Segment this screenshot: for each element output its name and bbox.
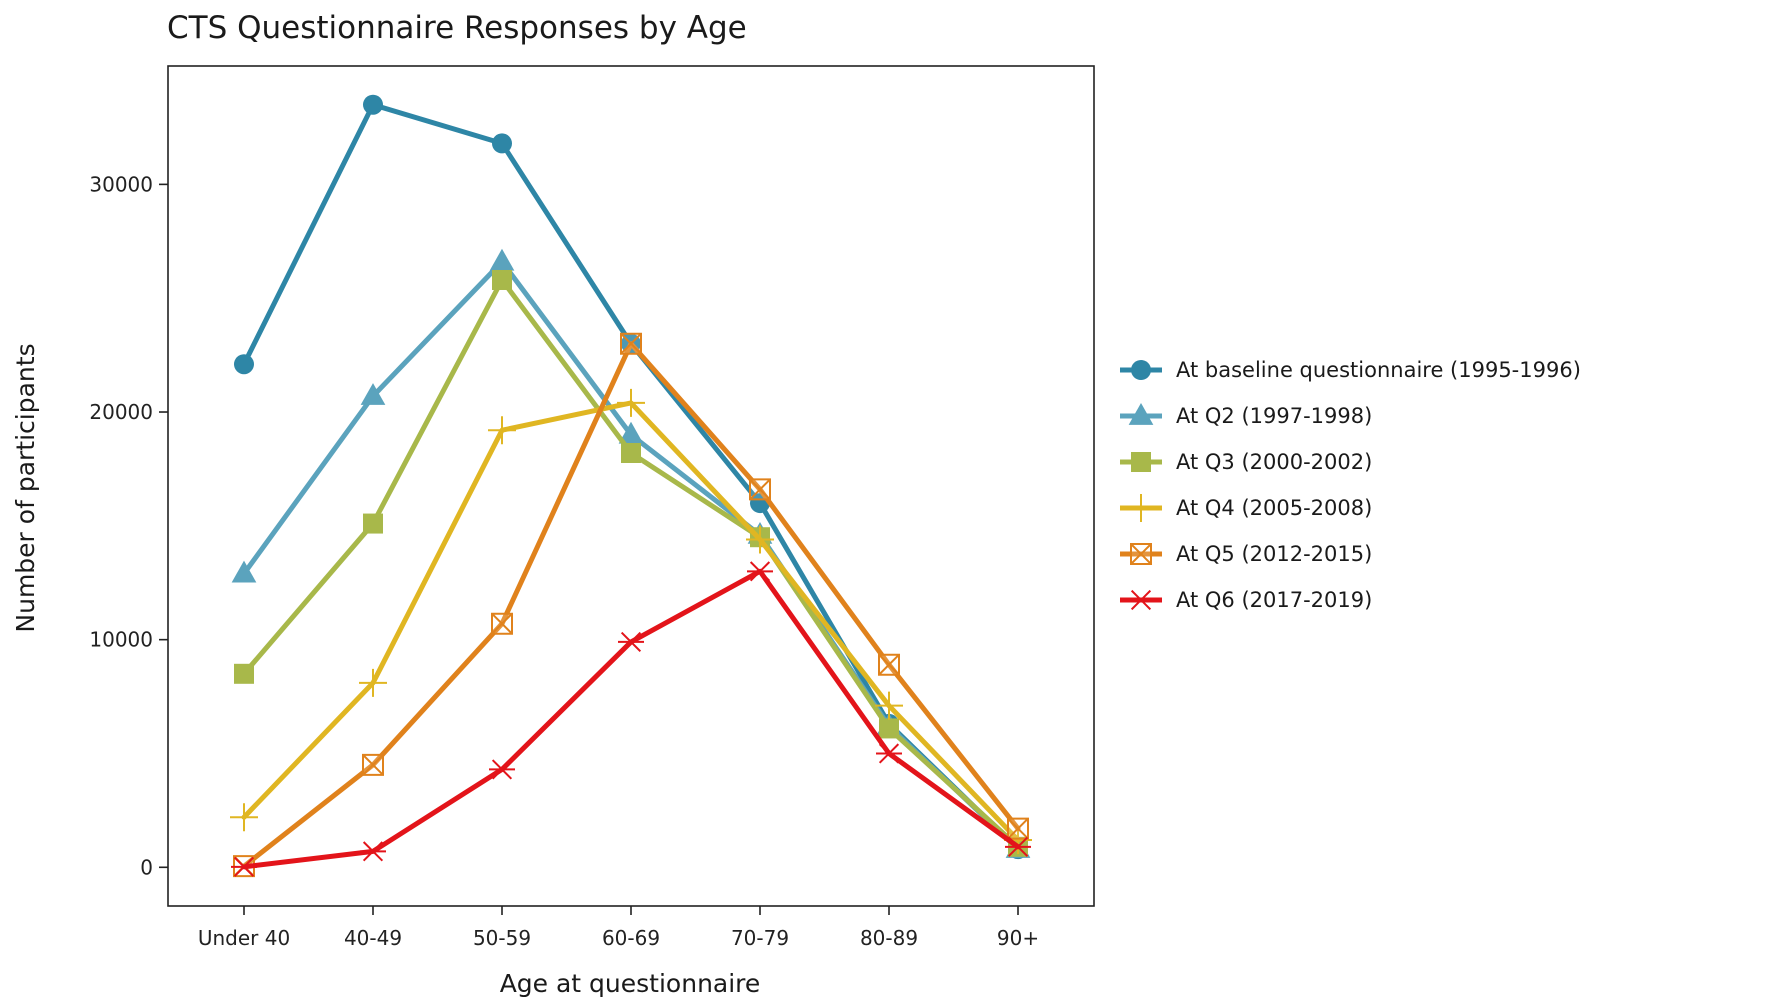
chart-title: CTS Questionnaire Responses by Age (167, 10, 747, 46)
series-5 (233, 332, 1029, 878)
legend-swatch-marker (1131, 452, 1151, 472)
data-point (875, 691, 903, 720)
data-point (492, 133, 512, 154)
x-tick-label: 60-69 (602, 926, 660, 950)
data-point (617, 388, 645, 417)
data-point (363, 94, 383, 115)
data-point (749, 478, 771, 501)
data-point (231, 560, 257, 583)
x-tick-label: Under 40 (198, 926, 290, 950)
y-tick-label: 30000 (89, 172, 153, 196)
x-tick-label: 40-49 (344, 926, 402, 950)
x-tick-label: 50-59 (473, 926, 531, 950)
series-6 (231, 561, 1031, 877)
legend-swatch-marker (1127, 494, 1155, 522)
y-tick-label: 20000 (89, 400, 153, 424)
x-axis-title: Age at questionnaire (500, 969, 761, 998)
data-point (876, 743, 902, 764)
data-point (620, 332, 642, 355)
data-point (359, 668, 387, 697)
data-point (878, 653, 900, 676)
data-point (1005, 836, 1031, 857)
x-tick-label: 80-89 (860, 926, 918, 950)
data-point (1007, 817, 1029, 840)
data-point (489, 759, 515, 780)
y-axis-title: Number of participants (11, 343, 40, 632)
x-axis: Under 40 40-49 50-59 60-69 70-79 80-89 90+ (198, 906, 1039, 950)
data-point (621, 442, 641, 463)
data-point (363, 513, 383, 534)
y-tick-label: 0 (140, 855, 153, 879)
data-point (360, 841, 386, 862)
y-axis: 0 10000 20000 30000 (89, 172, 168, 879)
data-point (234, 663, 254, 684)
legend-label: At baseline questionnaire (1995-1996) (1176, 358, 1581, 382)
data-point (362, 753, 384, 776)
legend-entry: At Q6 (2017-2019) (1120, 588, 1372, 612)
legend-entry: At baseline questionnaire (1995-1996) (1120, 358, 1581, 382)
data-point (488, 416, 516, 445)
data-point (618, 631, 644, 653)
data-point (879, 718, 899, 739)
y-tick-label: 10000 (89, 628, 153, 652)
data-point (230, 803, 258, 832)
legend-entry: At Q3 (2000-2002) (1120, 450, 1372, 474)
data-point (231, 856, 257, 877)
legend-swatch-marker (1128, 589, 1154, 611)
legend-label: At Q6 (2017-2019) (1176, 588, 1372, 612)
legend-label: At Q5 (2012-2015) (1176, 542, 1372, 566)
legend-entry: At Q4 (2005-2008) (1120, 494, 1372, 522)
legend-label: At Q4 (2005-2008) (1176, 496, 1372, 520)
x-tick-label: 90+ (997, 926, 1039, 950)
data-point (234, 354, 254, 375)
data-point (492, 269, 512, 290)
legend-entry: At Q2 (1997-1998) (1120, 403, 1372, 428)
data-point (746, 525, 774, 554)
data-point (491, 612, 513, 635)
legend: At baseline questionnaire (1995-1996) At … (1120, 358, 1581, 612)
legend-swatch-marker (1128, 403, 1154, 425)
data-point (489, 248, 515, 271)
data-point (747, 561, 773, 582)
series-layer (230, 94, 1032, 878)
data-point (618, 421, 644, 444)
legend-entry: At Q5 (2012-2015) (1120, 542, 1372, 566)
legend-swatch-marker (1131, 360, 1151, 380)
legend-label: At Q3 (2000-2002) (1176, 450, 1372, 474)
x-tick-label: 70-79 (731, 926, 789, 950)
series-4 (230, 388, 1032, 854)
data-point (360, 383, 386, 405)
legend-label: At Q2 (1997-1998) (1176, 404, 1372, 428)
legend-swatch-marker (1130, 543, 1152, 565)
